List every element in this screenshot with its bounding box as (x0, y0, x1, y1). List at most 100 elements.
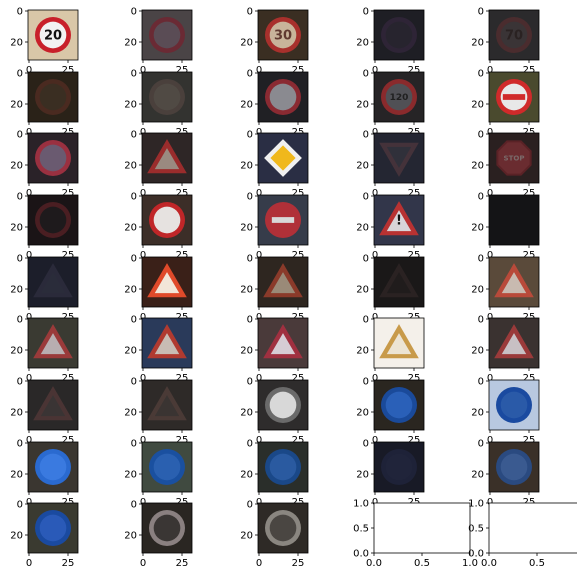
axes-frame (488, 441, 540, 493)
axes-frame (373, 132, 425, 184)
x-tick-label: 1.0 (462, 558, 478, 569)
empty-axes-panel: 0.0 0.5 1.0 0.0 0.5 1.0 (353, 499, 478, 570)
x-tick-label: 0 (256, 188, 262, 199)
x-tick-label: 0 (26, 373, 32, 384)
x-tick-label: 25 (523, 188, 536, 199)
y-tick-label: 0 (363, 130, 369, 141)
axes-frame (27, 379, 79, 431)
y-tick-label: 20 (471, 285, 484, 296)
y-tick-label: 20 (471, 223, 484, 234)
sign-face (500, 391, 528, 419)
axes-frame (27, 502, 79, 554)
x-tick-label: 0 (372, 435, 378, 446)
y-tick-label: 20 (240, 100, 253, 111)
axes-frame (257, 441, 309, 493)
sign-image-panel: 0 20 0 25 (240, 130, 309, 199)
x-tick-label: 25 (176, 558, 189, 569)
sign-image-panel: 0 20 0 25 (124, 130, 193, 199)
y-tick-label: 0 (363, 192, 369, 203)
sign-bar (502, 94, 526, 100)
x-tick-label: 25 (176, 373, 189, 384)
sign-image-background (489, 195, 539, 245)
sign-image-panel: 0 20 0 25 (124, 192, 193, 261)
sign-face (39, 514, 67, 542)
x-tick-label: 25 (408, 250, 421, 261)
y-tick-label: 0 (478, 7, 484, 18)
x-tick-label: 0 (487, 373, 493, 384)
y-tick-label: 0 (131, 500, 137, 511)
y-tick-label: 0 (17, 439, 23, 450)
y-tick-label: 20 (10, 38, 23, 49)
sign-face (500, 453, 528, 481)
y-tick-label: 20 (471, 38, 484, 49)
x-tick-label: 25 (62, 188, 75, 199)
y-tick-label: 20 (10, 408, 23, 419)
y-tick-label: 0 (247, 7, 253, 18)
x-tick-label: 25 (292, 435, 305, 446)
y-tick-label: 20 (356, 408, 369, 419)
x-tick-label: 25 (176, 127, 189, 138)
x-tick-label: 0 (26, 312, 32, 323)
x-tick-label: 0 (487, 250, 493, 261)
sign-image-panel: 0 20 0 25 (471, 192, 540, 261)
sign-face (39, 206, 67, 234)
y-tick-label: 20 (471, 346, 484, 357)
y-tick-label: 0 (131, 439, 137, 450)
sign-image-panel: 70 0 20 0 25 (471, 7, 540, 76)
y-tick-label: 1.0 (468, 499, 484, 510)
sign-face (385, 391, 413, 419)
y-tick-label: 20 (356, 161, 369, 172)
y-tick-label: 20 (124, 161, 137, 172)
y-tick-label: 20 (10, 285, 23, 296)
axes-frame (27, 132, 79, 184)
sign-face (500, 21, 528, 49)
x-tick-label: 0 (140, 558, 146, 569)
y-tick-label: 0 (17, 192, 23, 203)
x-tick-label: 0 (256, 250, 262, 261)
axes-frame (373, 502, 471, 554)
x-tick-label: 25 (408, 188, 421, 199)
y-tick-label: 20 (10, 470, 23, 481)
x-tick-label: 25 (292, 127, 305, 138)
y-tick-label: 0 (247, 254, 253, 265)
x-tick-label: 0 (26, 127, 32, 138)
x-tick-label: 25 (176, 65, 189, 76)
axes-frame (27, 9, 79, 61)
y-tick-label: 20 (124, 408, 137, 419)
y-tick-label: 20 (471, 408, 484, 419)
y-tick-label: 20 (124, 531, 137, 542)
sign-face (386, 333, 412, 355)
y-tick-label: 20 (10, 223, 23, 234)
x-tick-label: 0 (487, 312, 493, 323)
sign-face (39, 453, 67, 481)
sign-image-panel: 0 20 0 25 (124, 7, 193, 76)
y-tick-label: 20 (10, 346, 23, 357)
axes-frame (488, 132, 540, 184)
y-tick-label: 0 (478, 377, 484, 388)
sign-face (40, 395, 66, 417)
sign-image-panel: 0 20 0 25 (10, 69, 79, 138)
y-tick-label: 20 (240, 285, 253, 296)
sign-image-panel: 0 20 0 25 (471, 254, 540, 323)
y-tick-label: 0 (247, 69, 253, 80)
x-tick-label: 25 (62, 435, 75, 446)
y-tick-label: 0 (363, 377, 369, 388)
x-tick-label: 25 (176, 312, 189, 323)
y-tick-label: 0 (247, 500, 253, 511)
sign-face (269, 453, 297, 481)
x-tick-label: 0 (487, 188, 493, 199)
axes-frame (488, 194, 540, 246)
sign-face (153, 206, 181, 234)
sign-face (154, 333, 180, 355)
sign-image-panel: 0 20 0 25 (471, 315, 540, 384)
sign-image-panel: 0 20 0 25 (356, 439, 425, 508)
y-tick-label: 0 (247, 439, 253, 450)
y-tick-label: 0 (363, 315, 369, 326)
sign-glyph: STOP (504, 155, 525, 163)
y-tick-label: 0 (131, 192, 137, 203)
x-tick-label: 0 (372, 373, 378, 384)
sign-glyph: 20 (44, 29, 62, 44)
sign-image-panel: 0 20 0 25 (240, 439, 309, 508)
sign-glyph: 120 (390, 93, 409, 103)
sign-image-panel: 0 20 0 25 (356, 315, 425, 384)
